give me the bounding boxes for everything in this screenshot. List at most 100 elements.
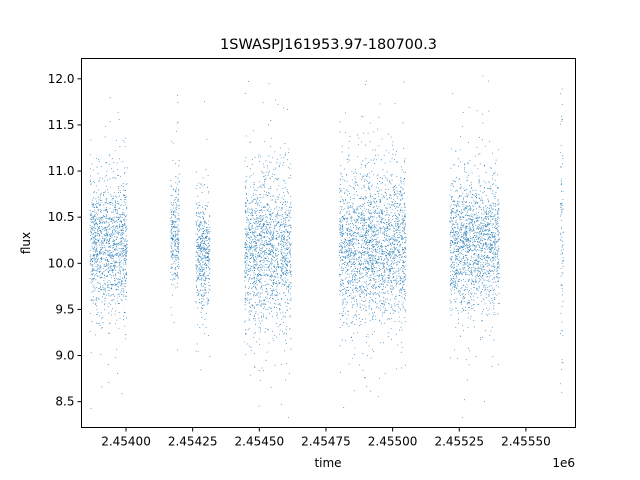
data-point <box>97 275 99 277</box>
data-point <box>258 370 260 372</box>
data-point <box>124 249 126 251</box>
data-point <box>253 238 255 239</box>
data-point <box>398 329 400 331</box>
data-point <box>205 277 207 279</box>
data-point <box>249 260 250 262</box>
data-point <box>100 231 102 232</box>
data-point <box>345 213 347 215</box>
data-point <box>201 307 203 309</box>
data-point <box>93 240 95 242</box>
data-point <box>96 226 98 228</box>
data-point <box>92 261 93 263</box>
data-point <box>283 255 285 257</box>
data-point <box>262 246 264 248</box>
data-point <box>267 208 269 210</box>
data-point <box>260 327 261 329</box>
data-point <box>368 255 370 257</box>
data-point <box>277 243 279 245</box>
data-point <box>405 265 407 267</box>
data-point <box>117 249 119 251</box>
data-point <box>373 273 375 275</box>
data-point <box>385 251 387 252</box>
data-point <box>277 213 279 215</box>
data-point <box>110 265 112 267</box>
data-point <box>286 232 288 233</box>
data-point <box>105 125 107 127</box>
data-point <box>205 240 207 242</box>
data-point <box>118 248 120 249</box>
data-point <box>347 190 349 192</box>
data-point <box>398 295 400 297</box>
data-point <box>196 295 198 296</box>
data-point <box>352 285 354 287</box>
data-point <box>342 230 344 232</box>
data-point <box>285 282 287 284</box>
data-point <box>346 239 348 241</box>
data-point <box>395 262 397 264</box>
data-point <box>94 258 96 260</box>
data-point <box>393 246 395 248</box>
data-point <box>368 268 370 270</box>
data-point <box>170 180 172 182</box>
data-point <box>199 253 201 255</box>
data-point <box>361 292 363 294</box>
data-point <box>119 242 121 244</box>
data-point <box>120 233 121 235</box>
data-point <box>124 194 126 196</box>
data-point <box>373 159 374 161</box>
data-point <box>343 262 344 264</box>
data-point <box>90 235 92 236</box>
data-point <box>256 239 258 241</box>
data-point <box>103 215 104 216</box>
data-point <box>244 242 246 244</box>
data-point <box>255 313 257 315</box>
data-point <box>393 251 395 253</box>
data-point <box>123 214 125 216</box>
data-point <box>119 146 121 148</box>
data-point <box>367 202 369 204</box>
data-point <box>250 175 252 177</box>
data-point <box>98 204 100 205</box>
data-point <box>285 222 286 224</box>
data-point <box>115 243 117 245</box>
data-point <box>201 279 202 281</box>
data-point <box>245 298 247 300</box>
data-point <box>278 185 280 187</box>
data-point <box>200 251 202 253</box>
data-point <box>275 307 277 309</box>
data-point <box>202 216 204 217</box>
data-point <box>260 196 262 198</box>
data-point <box>246 262 248 264</box>
data-point <box>281 299 283 301</box>
data-point <box>357 156 359 158</box>
data-point <box>396 195 398 197</box>
data-point <box>105 226 107 228</box>
data-point <box>264 229 266 231</box>
data-point <box>112 211 114 213</box>
data-point <box>246 243 248 245</box>
data-point <box>398 224 400 226</box>
data-point <box>92 204 94 206</box>
data-point <box>251 253 253 255</box>
data-point <box>125 214 127 216</box>
data-point <box>370 274 372 276</box>
data-point <box>381 249 383 251</box>
data-point <box>176 273 178 275</box>
data-point <box>93 262 95 264</box>
data-point <box>271 316 273 318</box>
data-point <box>258 251 260 253</box>
data-point <box>198 267 200 269</box>
data-point <box>354 279 356 281</box>
data-point <box>381 177 383 179</box>
data-point <box>288 148 290 150</box>
data-point <box>385 245 387 247</box>
data-point <box>255 261 257 262</box>
data-point <box>351 220 352 222</box>
data-point <box>284 143 286 145</box>
data-point <box>260 185 262 187</box>
data-point <box>254 241 256 243</box>
data-point <box>351 322 353 324</box>
data-point <box>284 263 286 265</box>
data-point <box>255 242 256 244</box>
data-point <box>92 269 94 271</box>
